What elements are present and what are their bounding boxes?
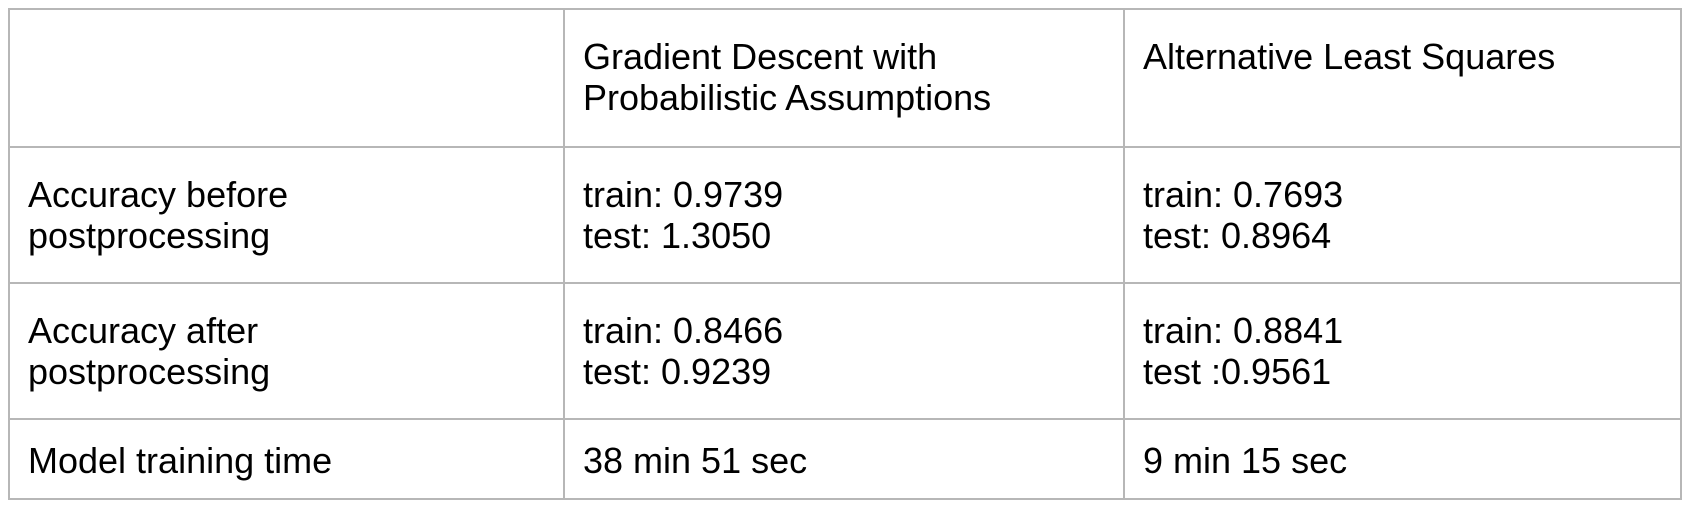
header-cell-als: Alternative Least Squares: [1123, 8, 1682, 148]
cell-gd-accuracy-after: train: 0.8466 test: 0.9239: [563, 282, 1125, 420]
table-row: Accuracy before postprocessing train: 0.…: [8, 146, 1682, 284]
row-label-accuracy-before: Accuracy before postprocessing: [8, 146, 565, 284]
cell-als-accuracy-after: train: 0.8841 test :0.9561: [1123, 282, 1682, 420]
table-row: Model training time 38 min 51 sec 9 min …: [8, 418, 1682, 500]
cell-als-accuracy-before: train: 0.7693 test: 0.8964: [1123, 146, 1682, 284]
table-row: Accuracy after postprocessing train: 0.8…: [8, 282, 1682, 420]
header-cell-gradient-descent: Gradient Descent with Probabilistic Assu…: [563, 8, 1125, 148]
row-label-training-time: Model training time: [8, 418, 565, 500]
results-table: Gradient Descent with Probabilistic Assu…: [8, 8, 1682, 500]
cell-gd-training-time: 38 min 51 sec: [563, 418, 1125, 500]
cell-als-training-time: 9 min 15 sec: [1123, 418, 1682, 500]
cell-gd-accuracy-before: train: 0.9739 test: 1.3050: [563, 146, 1125, 284]
header-row: Gradient Descent with Probabilistic Assu…: [8, 8, 1682, 148]
row-label-accuracy-after: Accuracy after postprocessing: [8, 282, 565, 420]
header-cell-empty: [8, 8, 565, 148]
